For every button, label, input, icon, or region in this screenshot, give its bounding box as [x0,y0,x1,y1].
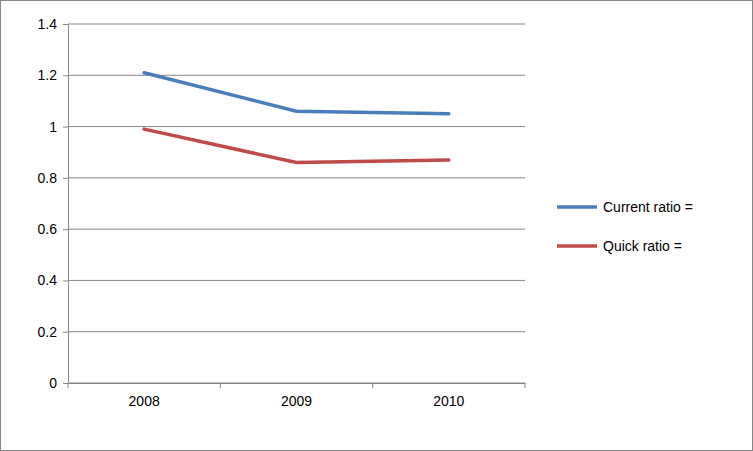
x-tick-label: 2009 [281,393,312,409]
y-tick-mark [63,280,68,281]
y-tick-label: 0.6 [38,221,58,237]
y-tick-mark [63,127,68,128]
y-axis: 0 0.2 0.4 0.6 0.8 1 1.2 1.4 [38,16,69,391]
y-tick-mark [63,24,68,25]
y-tick: 0.4 [38,272,68,288]
legend-swatch [557,244,597,248]
lines [144,73,449,163]
grid-line [68,383,525,384]
grid-line [68,229,525,230]
legend-swatch [557,205,597,209]
y-tick: 0.8 [38,170,68,186]
grid-line [68,75,525,76]
x-tick: 2009 [281,383,312,409]
x-band-tick [220,383,221,388]
series-line [144,129,449,162]
y-tick-label: 1 [49,119,57,135]
y-tick: 1 [49,119,68,135]
x-tick-label: 2010 [433,393,464,409]
series-line [144,73,449,114]
y-tick-mark [63,332,68,333]
chart-border [1,1,753,451]
y-tick-label: 0.4 [38,272,58,288]
grid-line [68,126,525,127]
y-tick-label: 1.2 [38,67,58,83]
y-tick-mark [63,383,68,384]
y-tick-mark [63,178,68,179]
chart: 0 0.2 0.4 0.6 0.8 1 1.2 1.4 2008 2009 2010 Current … [0,0,753,451]
legend: Current ratio = Quick ratio = [557,199,693,254]
x-band-tick [525,383,526,388]
y-tick: 1.4 [38,16,68,32]
grid-line [68,24,525,25]
x-axis-line [69,383,526,384]
y-tick-label: 0.2 [38,324,58,340]
y-tick: 0.6 [38,221,68,237]
y-tick-mark [63,229,68,230]
x-tick: 2008 [129,383,160,409]
y-tick: 0 [49,375,68,391]
y-tick-label: 1.4 [38,16,58,32]
grid [68,24,525,383]
y-tick-mark [63,75,68,76]
legend-label: Quick ratio = [603,238,682,254]
x-tick: 2010 [433,383,464,409]
grid-line [68,331,525,332]
y-tick: 0.2 [38,324,68,340]
x-axis: 2008 2009 2010 [69,383,526,409]
x-band-tick [68,383,69,388]
grid-line [68,177,525,178]
y-axis-line [68,25,69,384]
y-tick-label: 0 [49,375,57,391]
y-tick: 1.2 [38,67,68,83]
y-tick-label: 0.8 [38,170,58,186]
x-band-tick [372,383,373,388]
grid-line [68,280,525,281]
legend-label: Current ratio = [603,199,693,215]
x-tick-label: 2008 [129,393,160,409]
